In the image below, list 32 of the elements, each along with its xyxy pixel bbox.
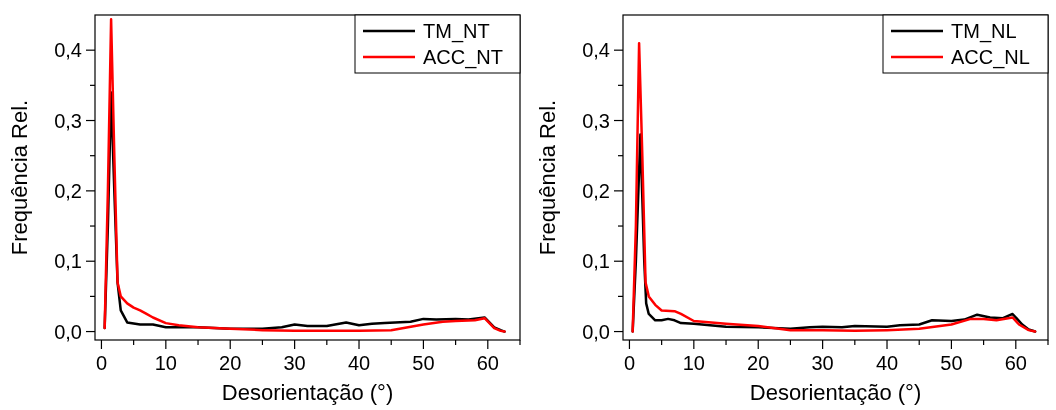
y-axis-title: Frequência Rel. (7, 99, 32, 256)
legend-label: TM_NL (951, 20, 1017, 43)
y-tick-label: 0,0 (582, 320, 610, 343)
y-tick-label: 0,1 (582, 250, 610, 273)
x-tick-label: 60 (1004, 352, 1027, 374)
x-axis-title: Desorientação (°) (749, 380, 922, 405)
x-tick-label: 0 (623, 352, 635, 374)
y-tick-label: 0,2 (54, 179, 82, 202)
y-tick-label: 0,1 (54, 250, 82, 273)
x-tick-label: 20 (219, 352, 242, 374)
legend-label: ACC_NT (423, 46, 504, 69)
x-tick-label: 60 (476, 352, 499, 374)
x-axis-title: Desorientação (°) (221, 380, 394, 405)
y-axis-title: Frequência Rel. (535, 99, 560, 256)
x-tick-label: 40 (347, 352, 371, 374)
x-tick-label: 30 (811, 352, 834, 374)
y-tick-label: 0,4 (582, 39, 610, 62)
x-tick-label: 0 (95, 352, 107, 374)
legend-label: TM_NT (423, 20, 490, 43)
x-tick-label: 30 (283, 352, 306, 374)
x-tick-label: 10 (154, 352, 177, 374)
x-tick-label: 20 (747, 352, 770, 374)
x-tick-label: 50 (412, 352, 435, 374)
y-tick-label: 0,4 (54, 39, 82, 62)
y-tick-label: 0,2 (582, 179, 610, 202)
x-tick-label: 50 (940, 352, 963, 374)
x-tick-label: 40 (875, 352, 899, 374)
y-tick-label: 0,3 (582, 109, 610, 132)
x-tick-label: 10 (682, 352, 705, 374)
y-tick-label: 0,3 (54, 109, 82, 132)
legend-label: ACC_NL (951, 46, 1030, 69)
y-tick-label: 0,0 (54, 320, 82, 343)
